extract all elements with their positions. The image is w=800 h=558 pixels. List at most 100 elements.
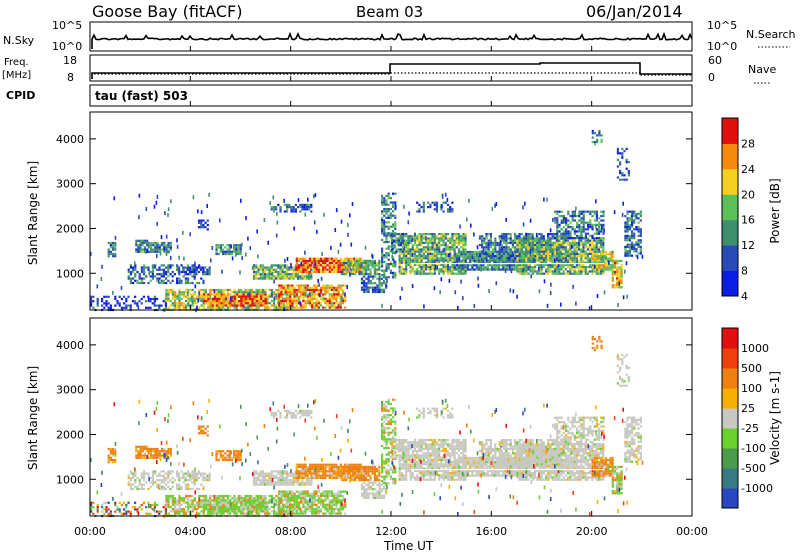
velocity-cell bbox=[103, 508, 105, 510]
power-cell bbox=[600, 244, 602, 246]
power-cell bbox=[379, 278, 381, 280]
power-cell bbox=[298, 269, 300, 271]
power-cell bbox=[341, 296, 343, 300]
power-cell bbox=[110, 242, 112, 244]
power-cell bbox=[130, 280, 132, 282]
power-cell bbox=[302, 291, 304, 293]
power-cell bbox=[523, 244, 525, 246]
power-cell bbox=[549, 237, 551, 239]
power-cell bbox=[440, 257, 442, 259]
velocity-cell bbox=[154, 473, 156, 475]
power-cell bbox=[343, 264, 345, 266]
power-cell bbox=[338, 296, 340, 298]
power-cell bbox=[398, 244, 400, 246]
velocity-cell bbox=[116, 506, 118, 508]
power-cell bbox=[574, 248, 576, 250]
power-cell bbox=[230, 296, 232, 300]
power-cell bbox=[402, 246, 404, 248]
power-cell bbox=[262, 289, 264, 291]
power-cell bbox=[296, 300, 298, 302]
velocity-cell bbox=[112, 455, 114, 457]
power-cell bbox=[388, 226, 390, 228]
power-cell bbox=[278, 296, 280, 298]
power-cell bbox=[268, 273, 270, 275]
power-cell bbox=[240, 304, 242, 306]
power-cell bbox=[293, 269, 295, 271]
power-cell bbox=[142, 244, 144, 246]
power-cell bbox=[534, 248, 536, 250]
power-cell bbox=[365, 266, 367, 268]
power-cell bbox=[567, 226, 569, 228]
power-cell bbox=[282, 264, 284, 266]
power-cell bbox=[551, 233, 553, 235]
power-cell bbox=[447, 198, 449, 202]
power-cell bbox=[457, 306, 459, 310]
power-cell bbox=[338, 287, 340, 289]
power-cell bbox=[206, 204, 208, 208]
power-cell bbox=[333, 307, 335, 309]
power-cell bbox=[329, 262, 331, 264]
power-cell bbox=[114, 305, 116, 307]
power-cell bbox=[536, 246, 538, 248]
power-cell bbox=[491, 264, 493, 266]
y-tick-label: 4000 bbox=[56, 133, 84, 146]
power-cell bbox=[241, 243, 243, 247]
power-cell bbox=[549, 255, 551, 257]
power-cell bbox=[383, 280, 385, 282]
power-cell bbox=[313, 302, 315, 304]
power-cell bbox=[607, 253, 609, 255]
power-cell bbox=[165, 291, 167, 293]
velocity-cell bbox=[130, 486, 132, 488]
power-cell bbox=[576, 244, 578, 246]
power-cell bbox=[313, 293, 315, 295]
power-cell bbox=[127, 296, 129, 298]
power-cell bbox=[229, 304, 231, 306]
power-cell bbox=[318, 302, 320, 304]
power-cell bbox=[624, 228, 626, 230]
power-cell bbox=[395, 251, 397, 253]
power-cell bbox=[534, 268, 536, 270]
power-cell bbox=[554, 258, 556, 262]
power-cell bbox=[627, 222, 629, 224]
power-cell bbox=[574, 211, 576, 213]
power-cell bbox=[569, 251, 571, 253]
power-cell bbox=[603, 255, 605, 257]
power-cell bbox=[635, 244, 637, 246]
power-cell bbox=[235, 246, 237, 248]
power-cell bbox=[563, 215, 565, 217]
power-cell bbox=[580, 242, 582, 244]
power-cell bbox=[324, 260, 326, 262]
power-cell bbox=[280, 296, 282, 298]
power-cell bbox=[310, 206, 312, 208]
power-cell bbox=[499, 253, 501, 255]
power-cell bbox=[198, 226, 200, 228]
power-cell bbox=[556, 255, 558, 257]
velocity-cell bbox=[178, 486, 180, 488]
power-cell bbox=[485, 246, 487, 248]
power-cell bbox=[185, 289, 187, 291]
power-cell bbox=[454, 235, 456, 237]
power-cell bbox=[454, 233, 456, 235]
power-cell bbox=[161, 249, 163, 251]
power-cell bbox=[165, 273, 167, 275]
power-cell bbox=[243, 302, 245, 304]
power-cell bbox=[254, 296, 256, 298]
power-cell bbox=[591, 240, 593, 242]
power-cell bbox=[493, 269, 495, 271]
power-cell bbox=[635, 215, 637, 217]
power-cell bbox=[514, 242, 516, 244]
power-cell bbox=[578, 255, 580, 257]
velocity-cell bbox=[125, 506, 127, 508]
power-cell bbox=[251, 289, 253, 291]
power-cell bbox=[451, 259, 453, 261]
power-cell bbox=[603, 229, 605, 233]
power-cell bbox=[519, 255, 521, 257]
power-cell bbox=[565, 230, 567, 232]
power-cell bbox=[352, 260, 354, 262]
power-cell bbox=[554, 244, 556, 246]
power-cell bbox=[289, 298, 291, 300]
power-cell bbox=[454, 269, 456, 271]
power-cell bbox=[534, 266, 536, 268]
power-cell bbox=[202, 271, 204, 273]
power-cell bbox=[394, 272, 396, 274]
